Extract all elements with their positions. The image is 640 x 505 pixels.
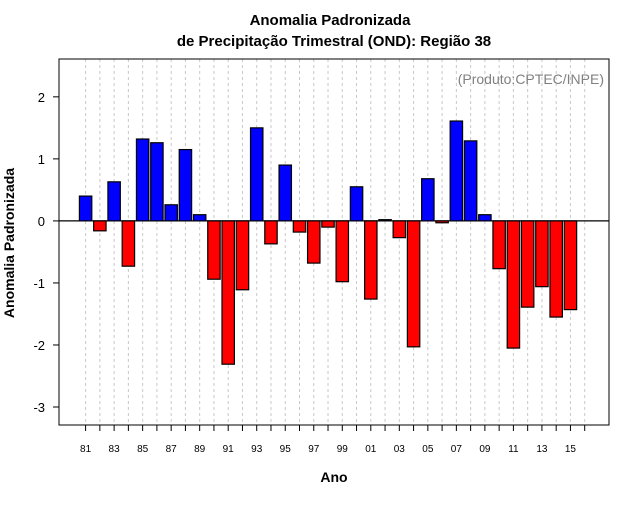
bar-82 — [93, 220, 107, 232]
bar-99 — [335, 220, 350, 283]
plot-frame — [58, 58, 610, 426]
x-tick-label: 97 — [308, 444, 320, 455]
x-tick-label: 85 — [137, 444, 149, 455]
y-tick-label: 0 — [38, 214, 45, 229]
bar-86 — [150, 142, 164, 222]
bar-88 — [178, 148, 193, 222]
bar-11 — [506, 220, 521, 349]
x-tick-label: 89 — [194, 444, 206, 455]
x-tick-label: 93 — [251, 444, 263, 455]
y-axis-label: Anomalia Padronizada — [1, 168, 17, 318]
y-tick-label: 1 — [38, 152, 45, 167]
bar-02 — [378, 219, 392, 222]
bar-84 — [121, 220, 136, 267]
bar-04 — [406, 220, 421, 348]
x-tick-label: 05 — [422, 444, 434, 455]
y-tick-label: -3 — [33, 400, 45, 415]
x-tick-label: 13 — [536, 444, 548, 455]
bar-95 — [278, 164, 293, 222]
x-tick-label: 95 — [280, 444, 292, 455]
bar-14 — [549, 220, 563, 318]
bar-12 — [520, 220, 535, 308]
bar-15 — [563, 220, 578, 311]
y-tick-label: 2 — [38, 90, 45, 105]
x-tick-label: 01 — [365, 444, 377, 455]
x-tick-label: 87 — [166, 444, 178, 455]
bar-07 — [449, 120, 464, 222]
bar-01 — [364, 220, 378, 300]
bar-98 — [321, 220, 335, 228]
x-axis-label: Ano — [320, 469, 347, 485]
bars — [59, 120, 609, 365]
bar-83 — [107, 181, 121, 222]
bar-93 — [249, 127, 264, 222]
bar-05 — [421, 178, 435, 222]
x-tick-label: 99 — [337, 444, 349, 455]
y-axis: -3 -2 -1 0 1 2 — [33, 90, 59, 415]
x-tick-label: 83 — [109, 444, 121, 455]
x-tick-label: 11 — [508, 444, 519, 455]
y-tick-label: -2 — [33, 338, 45, 353]
bar-89 — [192, 214, 207, 222]
bar-87 — [164, 204, 178, 222]
x-tick-label: 15 — [565, 444, 577, 455]
x-axis: 81 83 85 87 89 91 93 95 97 99 01 03 05 07 09 11 13 15 — [80, 425, 586, 455]
bar-10 — [492, 220, 506, 270]
x-tick-label: 09 — [479, 444, 491, 455]
bar-03 — [392, 220, 407, 239]
bar-90 — [207, 220, 221, 280]
bar-81 — [78, 195, 93, 222]
x-tick-label: 07 — [451, 444, 463, 455]
bar-85 — [135, 138, 150, 222]
bar-06 — [435, 220, 449, 224]
y-tick-label: -1 — [33, 276, 45, 291]
bar-96 — [292, 220, 307, 233]
bar-13 — [535, 220, 549, 288]
x-tick-label: 91 — [223, 444, 235, 455]
bar-09 — [478, 214, 492, 222]
chart-subtitle: de Precipitação Trimestral (OND): Região… — [177, 33, 491, 50]
annotation: (Produto:CPTEC/INPE) — [458, 71, 604, 87]
x-tick-label: 81 — [80, 444, 92, 455]
bar-94 — [264, 220, 278, 245]
bar-92 — [235, 220, 250, 291]
bar-00 — [349, 186, 364, 222]
bar-91 — [221, 220, 235, 365]
x-tick-label: 03 — [394, 444, 406, 455]
bar-08 — [463, 140, 478, 222]
bar-97 — [306, 220, 321, 264]
chart-title: Anomalia Padronizada — [250, 12, 412, 29]
